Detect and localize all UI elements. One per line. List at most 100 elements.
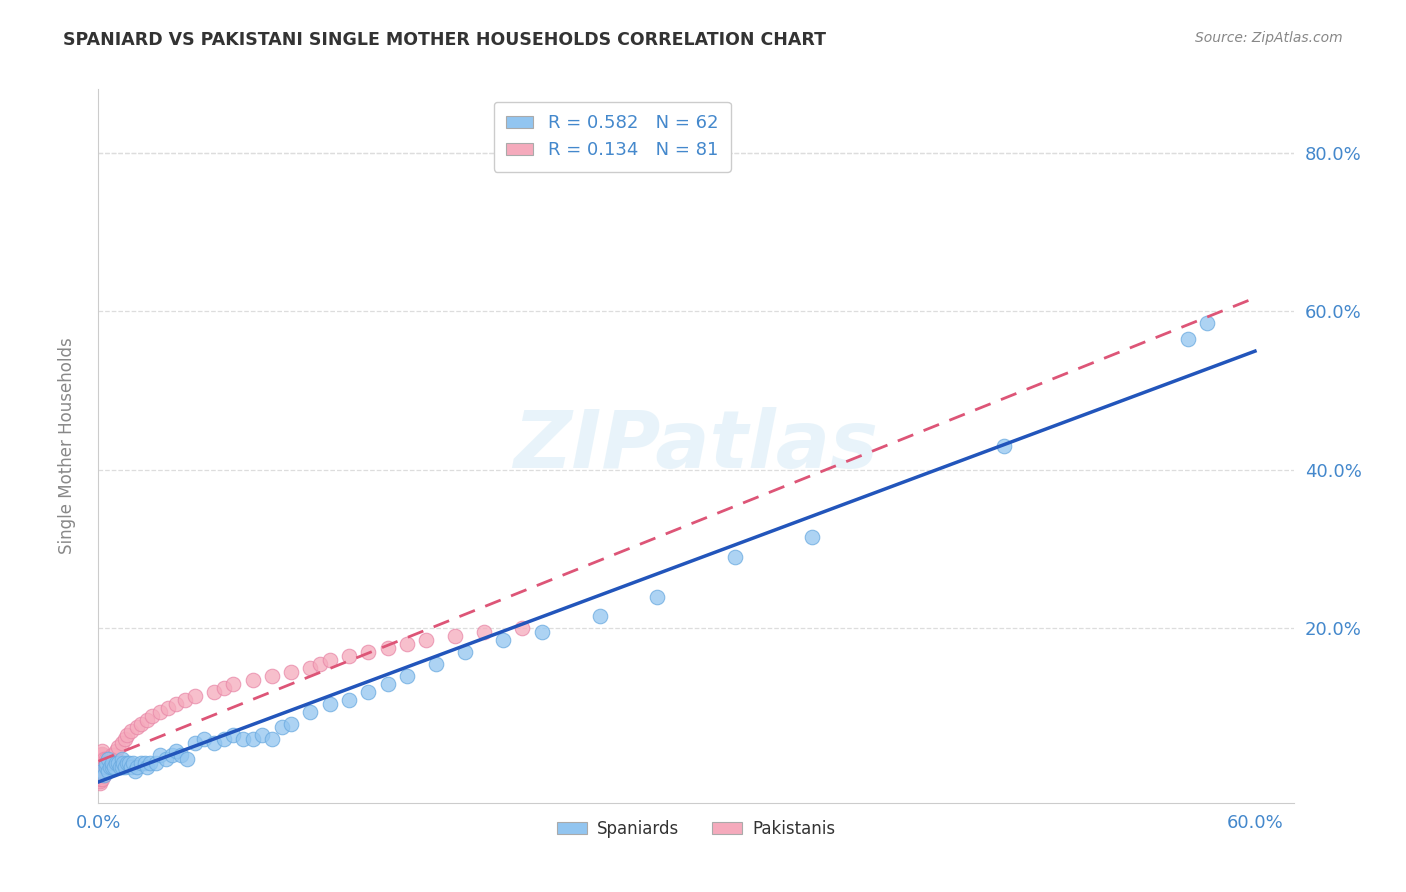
Point <box>93 768 115 782</box>
Point <box>91 763 114 777</box>
Point <box>222 728 245 742</box>
Point <box>93 765 115 780</box>
Point <box>337 692 360 706</box>
Point <box>156 700 179 714</box>
Point <box>270 721 292 735</box>
Point <box>97 760 120 774</box>
Point <box>395 669 418 683</box>
Point <box>89 749 111 764</box>
Point <box>91 764 114 778</box>
Point <box>89 771 111 785</box>
Point <box>170 748 193 763</box>
Point <box>93 763 115 777</box>
Point <box>114 732 136 747</box>
Point <box>425 657 447 671</box>
Point <box>202 685 225 699</box>
Point <box>101 752 124 766</box>
Point <box>415 633 437 648</box>
Point <box>125 721 148 735</box>
Point <box>800 530 823 544</box>
Point <box>91 765 114 780</box>
Point <box>89 756 111 771</box>
Point <box>98 752 121 766</box>
Point <box>93 760 115 774</box>
Point <box>357 685 380 699</box>
Point <box>94 756 117 771</box>
Point <box>91 757 114 772</box>
Point <box>120 760 142 774</box>
Point <box>125 760 148 774</box>
Text: Source: ZipAtlas.com: Source: ZipAtlas.com <box>1195 31 1343 45</box>
Point <box>97 764 120 778</box>
Point <box>155 752 177 766</box>
Point <box>91 756 114 771</box>
Point <box>103 760 125 774</box>
Point <box>114 760 136 774</box>
Point <box>993 439 1015 453</box>
Point <box>165 744 187 758</box>
Point <box>122 756 145 771</box>
Point <box>280 665 302 679</box>
Point <box>1177 332 1199 346</box>
Point <box>512 621 534 635</box>
Point <box>91 752 114 766</box>
Point <box>202 736 225 750</box>
Point <box>299 705 322 719</box>
Point <box>129 716 152 731</box>
Point <box>174 692 197 706</box>
Point <box>184 689 207 703</box>
Point <box>89 776 111 790</box>
Point <box>101 748 124 763</box>
Point <box>260 732 283 747</box>
Point <box>252 728 274 742</box>
Point <box>135 760 157 774</box>
Point <box>91 764 114 778</box>
Point <box>309 657 332 671</box>
Point <box>97 752 120 766</box>
Point <box>91 754 114 768</box>
Point <box>149 748 172 763</box>
Point <box>98 756 121 771</box>
Point <box>89 757 111 772</box>
Text: SPANIARD VS PAKISTANI SINGLE MOTHER HOUSEHOLDS CORRELATION CHART: SPANIARD VS PAKISTANI SINGLE MOTHER HOUS… <box>63 31 827 49</box>
Point <box>91 772 114 786</box>
Point <box>242 732 264 747</box>
Point <box>212 732 235 747</box>
Point <box>242 673 264 687</box>
Point <box>135 713 157 727</box>
Point <box>94 764 117 778</box>
Point <box>107 756 129 771</box>
Point <box>472 625 495 640</box>
Legend: Spaniards, Pakistanis: Spaniards, Pakistanis <box>550 814 842 845</box>
Point <box>1195 316 1218 330</box>
Point <box>89 768 111 782</box>
Point <box>299 661 322 675</box>
Point <box>260 669 283 683</box>
Point <box>319 697 342 711</box>
Point <box>212 681 235 695</box>
Point <box>193 732 215 747</box>
Point <box>93 768 115 782</box>
Point <box>647 590 669 604</box>
Point <box>94 752 117 766</box>
Point <box>89 752 111 766</box>
Point <box>124 764 146 778</box>
Point <box>117 728 139 742</box>
Point <box>93 764 115 778</box>
Point <box>444 629 467 643</box>
Point <box>184 736 207 750</box>
Point <box>395 637 418 651</box>
Point <box>104 756 127 771</box>
Point <box>232 732 254 747</box>
Point <box>118 756 141 771</box>
Point <box>112 756 135 771</box>
Point <box>280 716 302 731</box>
Point <box>588 609 610 624</box>
Point <box>107 740 129 755</box>
Point <box>104 744 127 758</box>
Point <box>492 633 515 648</box>
Point <box>89 772 111 786</box>
Point <box>89 755 111 769</box>
Point <box>98 760 121 774</box>
Point <box>97 756 120 771</box>
